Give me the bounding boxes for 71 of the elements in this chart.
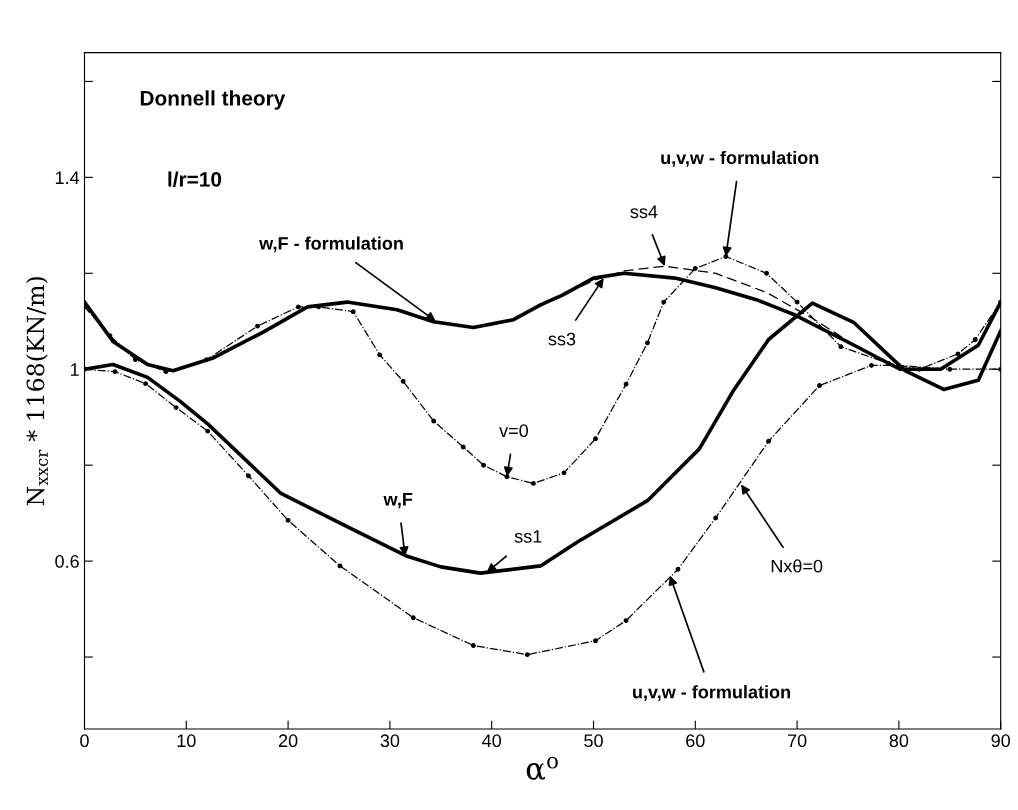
point bbox=[205, 428, 211, 434]
point bbox=[817, 383, 822, 388]
point bbox=[675, 566, 681, 572]
point bbox=[107, 333, 113, 339]
annotation: Donnell theory bbox=[140, 90, 286, 110]
point bbox=[868, 362, 874, 368]
point bbox=[593, 436, 598, 442]
point bbox=[896, 362, 902, 368]
point bbox=[645, 340, 650, 346]
point bbox=[295, 304, 301, 310]
y-tick-label: 1.4 bbox=[55, 171, 80, 184]
annotation: w,F bbox=[383, 493, 413, 509]
point bbox=[886, 361, 892, 366]
point bbox=[143, 381, 149, 387]
y-tick-label: 1 bbox=[70, 363, 79, 376]
y-axis-title: N$_{xxcr}$ * 1168(KN/m) bbox=[26, 277, 48, 506]
point bbox=[766, 438, 772, 444]
point bbox=[350, 309, 356, 315]
annotation: u,v,w - formulation bbox=[661, 150, 819, 167]
x-tick-label: 50 bbox=[584, 734, 603, 748]
annotation: u,v,w - formulation bbox=[633, 685, 790, 702]
point bbox=[410, 615, 416, 621]
point bbox=[255, 323, 260, 329]
point bbox=[972, 337, 978, 342]
point bbox=[481, 462, 486, 468]
point bbox=[623, 381, 629, 387]
point bbox=[132, 357, 138, 363]
x-tick-label: 10 bbox=[177, 734, 196, 748]
point bbox=[794, 299, 800, 305]
point bbox=[337, 563, 343, 569]
point bbox=[692, 266, 698, 271]
annotation: Nxθ=0 bbox=[771, 559, 823, 573]
x-tick-label: 90 bbox=[991, 734, 1011, 748]
point bbox=[285, 517, 291, 523]
point bbox=[204, 357, 210, 363]
x-tick-label: 80 bbox=[889, 734, 909, 748]
annotation: ss4 bbox=[630, 205, 658, 219]
point bbox=[524, 652, 530, 658]
annotation: v=0 bbox=[499, 424, 529, 438]
point bbox=[531, 480, 536, 486]
point bbox=[623, 618, 629, 624]
x-tick-label: 30 bbox=[380, 734, 400, 748]
point bbox=[593, 638, 598, 644]
point bbox=[713, 515, 719, 521]
point bbox=[173, 405, 179, 411]
point bbox=[431, 418, 437, 424]
annotation: w,F - formulation bbox=[259, 236, 403, 253]
y-tick-label: 0.6 bbox=[55, 555, 79, 568]
annotation: l/r=10 bbox=[168, 171, 222, 187]
point bbox=[916, 366, 922, 372]
x-tick-label: 0 bbox=[80, 734, 89, 748]
x-tick-label: 70 bbox=[787, 734, 807, 748]
point bbox=[112, 369, 118, 375]
x-tick-label: 20 bbox=[278, 734, 298, 748]
point bbox=[460, 444, 466, 450]
point bbox=[838, 344, 844, 350]
point bbox=[561, 470, 567, 476]
point bbox=[947, 366, 953, 372]
x-tick-label: 60 bbox=[686, 734, 705, 748]
x-tick-label: 40 bbox=[482, 734, 502, 748]
point bbox=[470, 643, 476, 648]
point bbox=[377, 352, 383, 358]
point bbox=[400, 378, 406, 384]
point bbox=[245, 473, 251, 479]
point bbox=[661, 299, 667, 305]
x-axis-title: α$^{o}$ bbox=[526, 756, 558, 780]
annotation: ss3 bbox=[548, 332, 576, 346]
annotation: ss1 bbox=[514, 530, 542, 543]
point bbox=[764, 270, 769, 276]
point bbox=[163, 369, 169, 375]
point bbox=[955, 351, 961, 357]
